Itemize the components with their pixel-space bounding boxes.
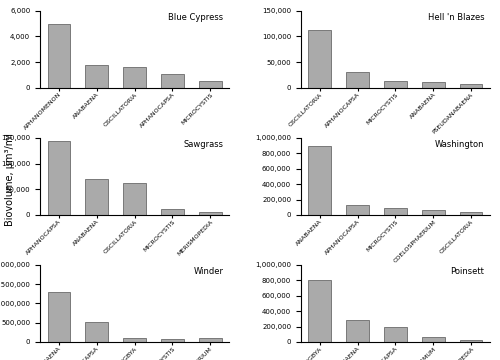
Bar xyxy=(460,340,482,342)
Bar xyxy=(48,24,70,88)
Bar xyxy=(384,81,407,88)
Text: Sawgrass: Sawgrass xyxy=(184,140,224,149)
Bar xyxy=(199,81,222,88)
Bar xyxy=(86,179,108,215)
Text: Blue Cypress: Blue Cypress xyxy=(168,13,224,22)
Bar xyxy=(48,292,70,342)
Bar xyxy=(460,212,482,215)
Bar xyxy=(161,209,184,215)
Bar xyxy=(460,84,482,88)
Bar xyxy=(123,183,146,215)
Bar xyxy=(161,75,184,88)
Text: Hell 'n Blazes: Hell 'n Blazes xyxy=(428,13,484,22)
Bar xyxy=(308,280,331,342)
Bar xyxy=(161,339,184,342)
Bar xyxy=(123,338,146,342)
Bar xyxy=(422,210,444,215)
Bar xyxy=(384,327,407,342)
Bar xyxy=(199,338,222,342)
Bar xyxy=(422,82,444,88)
Text: Winder: Winder xyxy=(194,267,224,276)
Bar xyxy=(86,322,108,342)
Text: Poinsett: Poinsett xyxy=(450,267,484,276)
Bar xyxy=(346,205,369,215)
Text: Biovolume, μm³/ml: Biovolume, μm³/ml xyxy=(5,134,15,226)
Bar xyxy=(199,212,222,215)
Bar xyxy=(346,72,369,88)
Bar xyxy=(346,320,369,342)
Text: Washington: Washington xyxy=(435,140,484,149)
Bar xyxy=(123,67,146,88)
Bar xyxy=(308,30,331,88)
Bar xyxy=(48,141,70,215)
Bar xyxy=(422,337,444,342)
Bar xyxy=(384,208,407,215)
Bar xyxy=(86,66,108,88)
Bar xyxy=(308,145,331,215)
